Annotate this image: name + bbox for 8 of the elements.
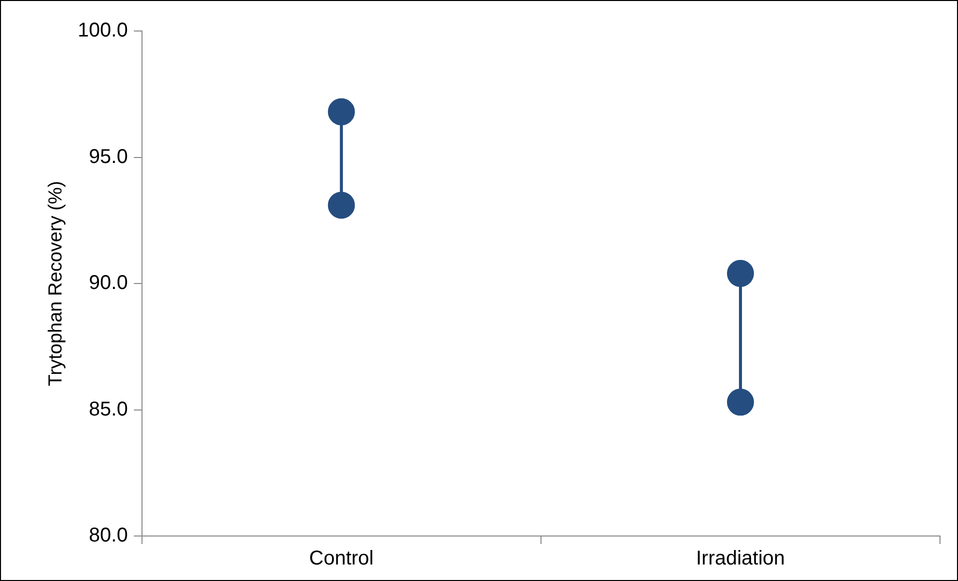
y-tick-label: 90.0 bbox=[88, 272, 128, 294]
x-tick-label: Irradiation bbox=[696, 548, 785, 570]
y-tick-label: 80.0 bbox=[88, 524, 128, 547]
y-tick-label: 100.0 bbox=[78, 20, 128, 42]
y-tick-label: 95.0 bbox=[88, 146, 128, 168]
x-tick-label: Control bbox=[309, 548, 374, 570]
y-axis-title: Trytophan Recovery (%) bbox=[46, 180, 67, 386]
y-tick-label: 85.0 bbox=[88, 398, 128, 420]
